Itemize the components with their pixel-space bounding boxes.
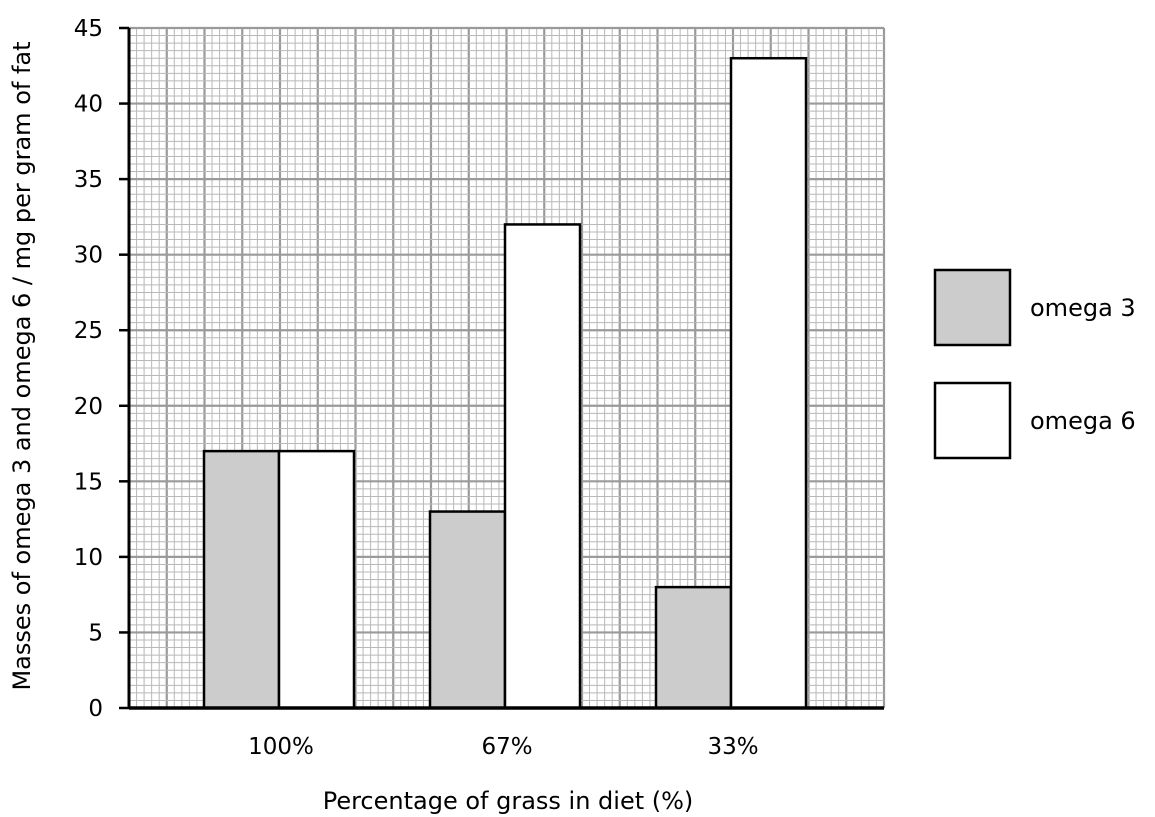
y-tick-label: 25 bbox=[74, 318, 103, 344]
y-tick-label: 5 bbox=[88, 620, 103, 646]
y-tick-label: 0 bbox=[88, 696, 103, 722]
bar-omega-3-100pct bbox=[202, 449, 281, 710]
x-tick-label: 33% bbox=[707, 734, 758, 760]
bar-omega-6-100pct bbox=[277, 449, 356, 710]
x-axis-title: Percentage of grass in diet (%) bbox=[323, 787, 694, 815]
y-tick-label: 40 bbox=[74, 92, 103, 118]
y-axis-title: Masses of omega 3 and omega 6 / mg per g… bbox=[8, 41, 36, 690]
x-tick-label: 67% bbox=[481, 734, 532, 760]
legend-label-omega-3: omega 3 bbox=[1030, 294, 1136, 322]
y-tick-label: 15 bbox=[74, 469, 103, 495]
legend-label-omega-6: omega 6 bbox=[1030, 407, 1136, 435]
chart-bars bbox=[202, 56, 808, 710]
y-tick-labels: 0 5 10 15 20 25 30 35 40 45 bbox=[74, 16, 103, 722]
y-tick-label: 35 bbox=[74, 167, 103, 193]
y-tick-label: 30 bbox=[74, 243, 103, 269]
x-tick-labels: 100% 67% 33% bbox=[248, 734, 758, 760]
bar-omega-3-67pct bbox=[428, 510, 507, 710]
bar-omega-6-33pct bbox=[729, 56, 808, 710]
bar-omega-3-33pct bbox=[654, 585, 733, 710]
legend: omega 3 omega 6 bbox=[933, 268, 1136, 460]
legend-swatch-omega-3 bbox=[933, 268, 1012, 347]
x-tick-label: 100% bbox=[248, 734, 314, 760]
y-tick-label: 45 bbox=[74, 16, 103, 42]
legend-swatch-omega-6 bbox=[933, 381, 1012, 460]
bar-omega-6-67pct bbox=[503, 223, 582, 710]
y-tick-label: 20 bbox=[74, 394, 103, 420]
chart-axes bbox=[119, 26, 884, 710]
y-tick-label: 10 bbox=[74, 545, 103, 571]
